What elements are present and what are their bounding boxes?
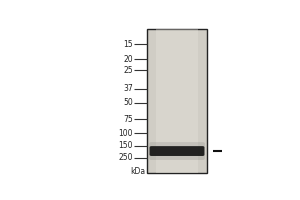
Text: 50: 50 bbox=[123, 98, 133, 107]
Text: 25: 25 bbox=[123, 66, 133, 75]
Text: 100: 100 bbox=[118, 129, 133, 138]
Text: 75: 75 bbox=[123, 115, 133, 124]
Text: 15: 15 bbox=[123, 40, 133, 49]
Text: 20: 20 bbox=[123, 55, 133, 64]
Bar bbox=[147, 29, 207, 173]
Text: kDa: kDa bbox=[130, 167, 146, 176]
Bar bbox=[156, 29, 198, 173]
FancyBboxPatch shape bbox=[150, 146, 204, 156]
Text: 37: 37 bbox=[123, 84, 133, 93]
Text: 250: 250 bbox=[118, 153, 133, 162]
Text: 150: 150 bbox=[118, 141, 133, 150]
FancyBboxPatch shape bbox=[149, 142, 205, 160]
